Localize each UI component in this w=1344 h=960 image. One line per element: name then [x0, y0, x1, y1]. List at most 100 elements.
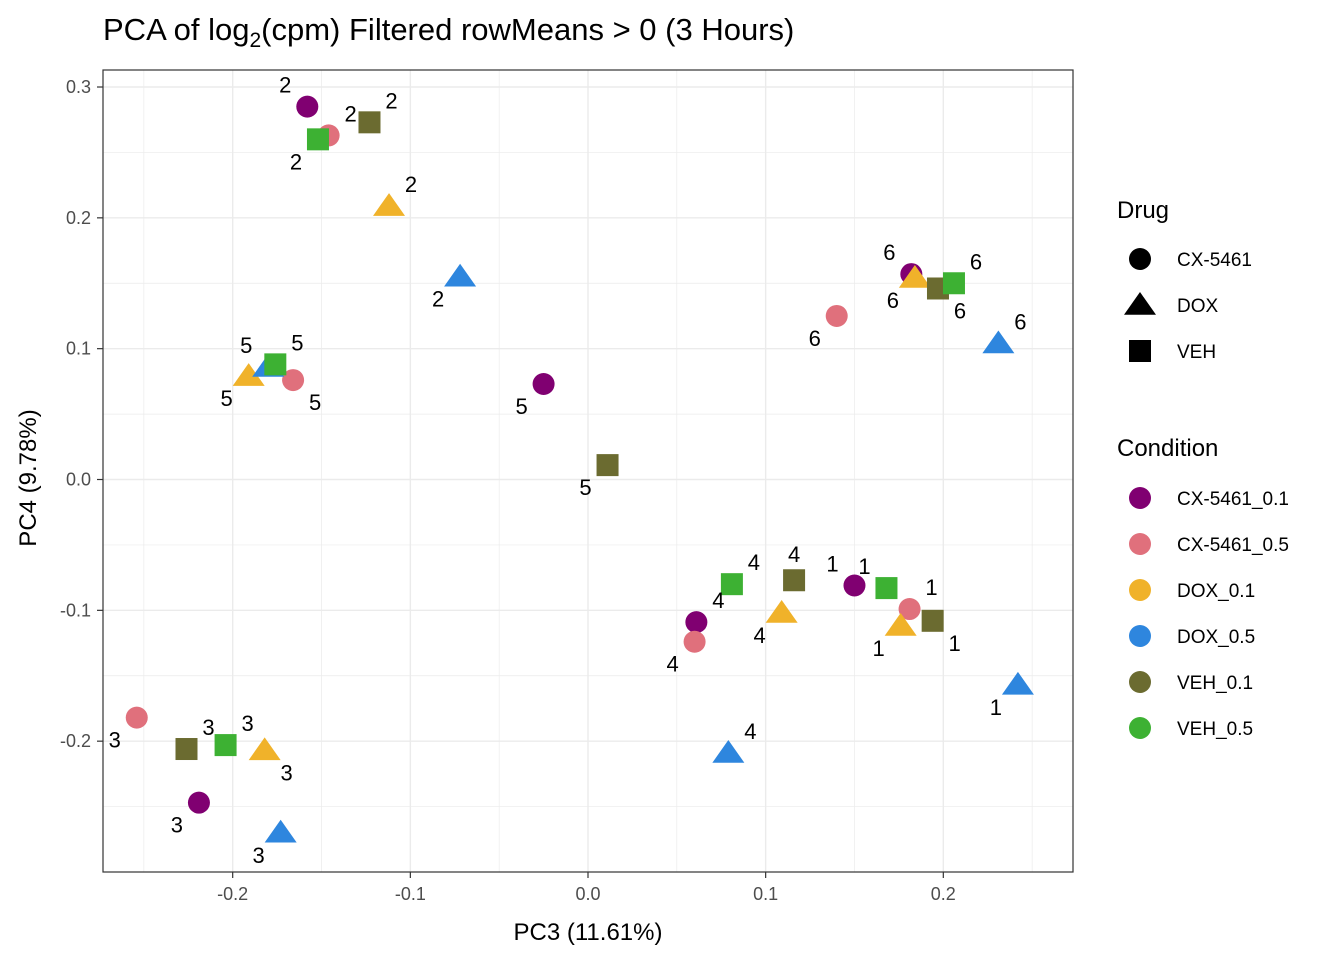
- data-point-triangle: [232, 363, 265, 386]
- data-point-square: [358, 111, 381, 134]
- point-label: 3: [109, 728, 121, 753]
- x-tick-label: 0.2: [931, 884, 956, 904]
- point-label: 3: [241, 711, 253, 736]
- y-tick-label: 0.0: [66, 470, 91, 490]
- y-tick-label: 0.3: [66, 77, 91, 97]
- data-point-circle: [898, 598, 921, 621]
- legend-condition-label: CX-5461_0.5: [1177, 535, 1289, 556]
- data-point-circle: [532, 372, 555, 395]
- point-label: 6: [970, 249, 982, 274]
- legend-key-circle: [1129, 248, 1151, 270]
- legend-key-circle: [1129, 487, 1151, 509]
- data-point-square: [875, 577, 898, 600]
- point-label: 3: [202, 715, 214, 740]
- data-point-triangle: [712, 739, 745, 763]
- x-tick-label: -0.1: [395, 884, 426, 904]
- point-label: 6: [954, 298, 966, 323]
- y-tick-label: 0.1: [66, 339, 91, 359]
- point-label: 4: [748, 550, 760, 575]
- legend-condition-label: DOX_0.1: [1177, 581, 1255, 602]
- point-label: 5: [291, 330, 303, 355]
- y-tick-label: -0.1: [60, 600, 91, 620]
- legend-key-triangle: [1124, 292, 1156, 315]
- x-tick-label: 0.1: [753, 884, 778, 904]
- x-tick-label: -0.2: [217, 884, 248, 904]
- legend-drug-label: CX-5461: [1177, 250, 1252, 271]
- point-label: 4: [712, 588, 724, 613]
- point-label: 1: [990, 695, 1002, 720]
- title-prefix: PCA of log: [103, 12, 249, 47]
- point-label: 6: [887, 288, 899, 313]
- data-point-circle: [685, 611, 708, 634]
- point-label: 3: [281, 760, 293, 785]
- legend-condition-title: Condition: [1117, 435, 1218, 462]
- data-point-triangle: [1001, 671, 1034, 695]
- legend: Drug CX-5461 DOX VEH Condition CX-5461_0.1 CX-…: [1117, 197, 1289, 740]
- data-point-square: [783, 569, 806, 592]
- legend-key-circle: [1129, 717, 1151, 739]
- point-label: 6: [1014, 309, 1026, 334]
- legend-drug-label: DOX: [1177, 296, 1219, 317]
- data-point-circle: [825, 304, 848, 327]
- legend-condition-label: CX-5461_0.1: [1177, 489, 1289, 510]
- data-point-circle: [187, 791, 210, 814]
- legend-condition-label: VEH_0.5: [1177, 719, 1253, 740]
- point-label: 6: [809, 326, 821, 351]
- data-point-square: [264, 353, 287, 376]
- x-axis-title: PC3 (11.61%): [514, 919, 663, 946]
- point-label: 5: [579, 475, 591, 500]
- point-label: 1: [826, 551, 838, 576]
- x-tick-label: 0.0: [575, 884, 600, 904]
- data-point-square: [921, 609, 944, 632]
- data-point-triangle: [765, 599, 798, 623]
- point-label: 4: [666, 652, 678, 677]
- point-label: 2: [432, 287, 444, 312]
- point-label: 3: [171, 813, 183, 838]
- legend-condition-label: DOX_0.5: [1177, 627, 1255, 648]
- point-label: 2: [279, 73, 291, 98]
- points-layer: [125, 95, 1034, 843]
- legend-condition-label: VEH_0.1: [1177, 673, 1253, 694]
- point-label: 5: [309, 390, 321, 415]
- legend-drug-label: VEH: [1177, 342, 1216, 363]
- point-label: 1: [925, 575, 937, 600]
- chart-title: PCA of log2(cpm) Filtered rowMeans > 0 (…: [103, 12, 794, 52]
- point-label: 5: [221, 386, 233, 411]
- point-label: 5: [515, 394, 527, 419]
- point-label: 6: [883, 240, 895, 265]
- point-label: 2: [290, 149, 302, 174]
- data-point-circle: [125, 706, 148, 729]
- legend-key-circle: [1129, 625, 1151, 647]
- point-label: 3: [253, 843, 265, 868]
- data-point-circle: [683, 630, 706, 653]
- grid-layer: [103, 70, 1073, 872]
- point-label: 2: [405, 172, 417, 197]
- data-point-circle: [843, 574, 866, 597]
- title-suffix: (cpm) Filtered rowMeans > 0 (3 Hours): [261, 12, 794, 47]
- data-point-square: [942, 272, 965, 295]
- point-label: 5: [240, 333, 252, 358]
- legend-key-circle: [1129, 533, 1151, 555]
- point-label: 4: [754, 623, 766, 648]
- title-subscript: 2: [249, 29, 261, 52]
- point-label: 4: [744, 719, 756, 744]
- data-point-square: [720, 573, 743, 596]
- legend-key-circle: [1129, 579, 1151, 601]
- legend-drug-title: Drug: [1117, 197, 1169, 224]
- legend-key-circle: [1129, 671, 1151, 693]
- point-label: 2: [385, 88, 397, 113]
- data-point-square: [596, 454, 619, 477]
- point-label: 4: [788, 542, 800, 567]
- y-axis-title: PC4 (9.78%): [15, 409, 42, 546]
- data-point-square: [175, 738, 198, 761]
- legend-key-square: [1129, 340, 1151, 362]
- data-point-circle: [282, 369, 305, 392]
- data-point-triangle: [444, 263, 477, 287]
- data-point-square: [306, 128, 329, 151]
- data-point-triangle: [884, 613, 917, 636]
- data-point-triangle: [898, 265, 931, 288]
- data-point-triangle: [248, 737, 281, 761]
- point-label: 1: [858, 554, 870, 579]
